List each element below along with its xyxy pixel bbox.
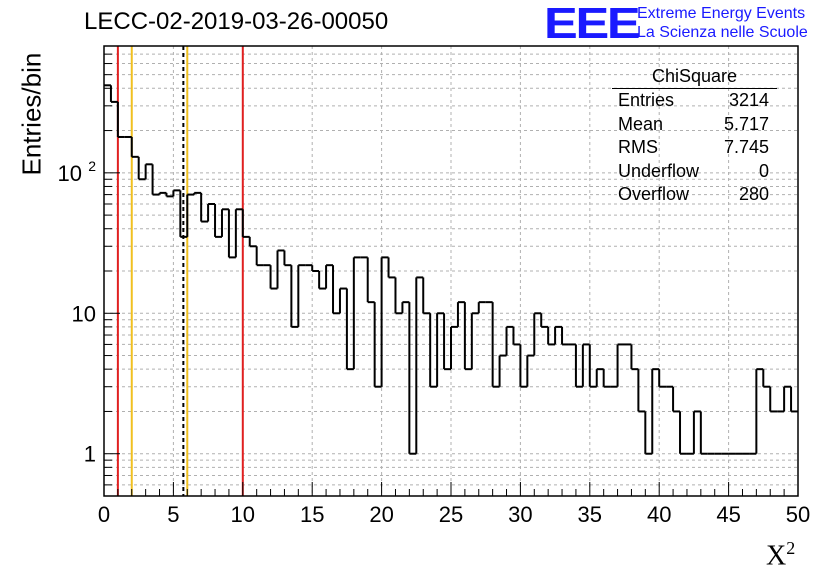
stats-row-entries: Entries 3214: [612, 89, 777, 113]
stats-title: ChiSquare: [612, 66, 777, 89]
x-axis-label: X2: [766, 538, 795, 572]
y-tick-label: 10: [72, 301, 96, 326]
stats-value: 7.745: [723, 137, 769, 157]
y-tick-label: 10: [58, 161, 82, 186]
chart-title: LECC-02-2019-03-26-00050: [84, 8, 389, 35]
stats-label: Underflow: [618, 160, 700, 181]
logo-mark: EEE: [544, 0, 641, 48]
x-tick-label: 5: [167, 502, 179, 527]
y-tick-label: 1: [84, 442, 96, 467]
x-tick-label: 0: [98, 502, 110, 527]
histogram-bars: [104, 84, 798, 455]
stats-value: 280: [738, 184, 769, 204]
eee-logo: EEE Extreme Energy Events La Scienza nel…: [544, 2, 808, 46]
x-tick-label: 35: [578, 502, 602, 527]
stats-label: RMS: [618, 137, 658, 157]
stats-value: 5.717: [723, 113, 769, 134]
stats-value: 0: [758, 160, 769, 181]
x-axis-label-superscript: 2: [786, 538, 796, 558]
x-tick-label: 40: [647, 502, 671, 527]
logo-line1: Extreme Energy Events: [637, 5, 806, 22]
x-tick-label: 20: [369, 502, 393, 527]
stats-label: Entries: [618, 90, 675, 110]
axes: 0 5 10 15 20 25 30 35 40 45 50 1 10 10 2: [58, 45, 810, 527]
x-tick-label: 50: [786, 502, 810, 527]
x-tick-label: 10: [231, 502, 255, 527]
stats-row-underflow: Underflow 0: [612, 160, 777, 184]
x-tick-label: 25: [439, 502, 463, 527]
stats-value: 3214: [728, 90, 769, 110]
y-axis-label: Entries/bin: [16, 52, 47, 176]
stats-label: Mean: [618, 113, 664, 134]
y-tick-label-sup: 2: [88, 158, 96, 174]
x-tick-label: 30: [508, 502, 532, 527]
grid-lines: [104, 46, 798, 496]
stats-row-mean: Mean 5.717: [612, 113, 777, 137]
stats-row-overflow: Overflow 280: [612, 183, 777, 207]
x-tick-label: 45: [716, 502, 740, 527]
stats-label: Overflow: [618, 184, 690, 204]
stats-row-rms: RMS 7.745: [612, 136, 777, 160]
x-axis-label-base: X: [766, 540, 787, 572]
stats-box: ChiSquare Entries 3214 Mean 5.717 RMS 7.745…: [612, 66, 777, 207]
x-tick-label: 15: [300, 502, 324, 527]
logo-line2: La Scienza nelle Scuole: [637, 24, 808, 41]
